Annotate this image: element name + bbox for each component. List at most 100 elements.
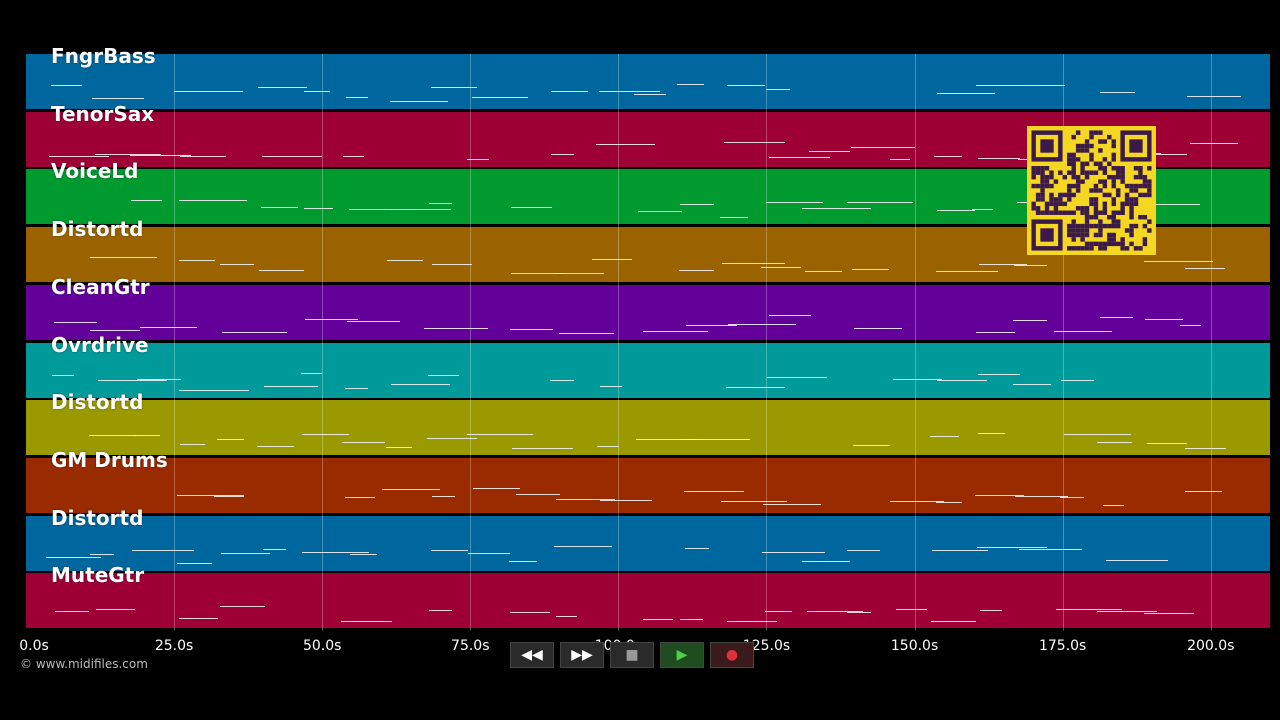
note-segment xyxy=(431,549,469,551)
note-segment xyxy=(54,611,89,613)
note-segment xyxy=(1100,317,1134,319)
note-segment xyxy=(550,154,575,156)
note-segment xyxy=(1180,324,1201,326)
note-segment xyxy=(89,553,114,555)
note-segment xyxy=(304,319,358,321)
track-label: VoiceLd xyxy=(51,159,139,184)
fast-forward-icon: ▶▶ xyxy=(571,647,593,663)
note-segment xyxy=(467,552,510,554)
note-segment xyxy=(261,206,298,208)
time-tick-label: 25.0s xyxy=(154,638,194,654)
note-segment xyxy=(1097,441,1132,443)
note-segment xyxy=(221,552,270,554)
note-segment xyxy=(95,154,162,156)
note-segment xyxy=(554,272,605,274)
note-segment xyxy=(301,551,370,553)
note-segment xyxy=(428,374,459,376)
transport-bar: ◀◀ ▶▶ ■ ▶ ● xyxy=(510,642,770,670)
note-segment xyxy=(638,211,682,213)
note-segment xyxy=(932,549,989,551)
note-segment xyxy=(853,327,902,329)
note-segment xyxy=(978,373,1020,375)
note-segment xyxy=(722,262,785,264)
note-segment xyxy=(347,320,400,322)
note-segment xyxy=(262,155,323,157)
note-segment xyxy=(427,438,478,440)
note-segment xyxy=(51,374,75,376)
note-segment xyxy=(808,150,851,152)
note-segment xyxy=(90,257,158,259)
fast-forward-button[interactable]: ▶▶ xyxy=(560,642,604,668)
note-segment xyxy=(46,556,102,558)
note-segment xyxy=(766,202,824,204)
track-lane: CleanGtr xyxy=(26,275,1270,340)
note-segment xyxy=(264,385,319,387)
note-segment xyxy=(890,500,945,502)
note-segment xyxy=(723,142,786,144)
note-segment xyxy=(976,331,1015,333)
note-segment xyxy=(889,158,911,160)
track-lane: FngrBass xyxy=(26,44,1270,109)
record-button[interactable]: ● xyxy=(710,642,754,668)
note-segment xyxy=(136,378,181,380)
note-segment xyxy=(344,496,376,498)
track-label: CleanGtr xyxy=(51,274,150,299)
time-tick-label: 175.0s xyxy=(1038,638,1087,654)
rewind-button[interactable]: ◀◀ xyxy=(510,642,554,668)
stop-button[interactable]: ■ xyxy=(610,642,654,668)
track-label: MuteGtr xyxy=(51,563,145,588)
note-segment xyxy=(802,560,850,562)
note-segment xyxy=(846,611,872,613)
note-segment xyxy=(304,208,334,210)
note-segment xyxy=(1146,443,1188,445)
note-segment xyxy=(1019,85,1065,87)
note-segment xyxy=(1097,611,1157,613)
note-segment xyxy=(550,91,589,93)
track-label: FngrBass xyxy=(51,44,156,68)
note-segment xyxy=(1099,92,1135,94)
play-button[interactable]: ▶ xyxy=(660,642,704,668)
note-segment xyxy=(933,155,962,157)
note-segment xyxy=(180,155,227,157)
note-segment xyxy=(472,97,528,99)
note-segment xyxy=(390,383,450,385)
note-segment xyxy=(262,549,286,551)
note-segment xyxy=(1144,260,1214,262)
note-segment xyxy=(510,206,552,208)
note-segment xyxy=(429,203,453,205)
note-segment xyxy=(555,499,615,501)
time-tick-label: 150.0s xyxy=(890,638,939,654)
note-segment xyxy=(768,156,830,158)
note-segment xyxy=(643,331,708,333)
track-lane: Ovrdrive xyxy=(26,333,1270,398)
time-gridline xyxy=(174,54,176,631)
time-gridline xyxy=(1062,54,1064,631)
note-segment xyxy=(929,435,959,437)
note-segment xyxy=(179,618,218,620)
note-segment xyxy=(1013,319,1048,321)
note-segment xyxy=(726,621,778,623)
note-segment xyxy=(592,259,633,261)
time-tick-label: 0.0s xyxy=(19,638,49,654)
note-segment xyxy=(678,270,715,272)
note-segment xyxy=(139,326,197,328)
note-segment xyxy=(766,377,827,379)
note-segment xyxy=(466,434,534,436)
note-segment xyxy=(806,610,863,612)
note-segment xyxy=(676,84,704,86)
note-segment xyxy=(979,263,1027,265)
note-segment xyxy=(179,260,215,262)
note-segment xyxy=(510,612,550,614)
note-segment xyxy=(472,488,520,490)
note-segment xyxy=(685,548,709,550)
note-segment xyxy=(978,158,1020,160)
note-segment xyxy=(342,441,386,443)
note-segment xyxy=(600,385,623,387)
note-segment xyxy=(131,549,194,551)
stop-icon: ■ xyxy=(625,647,639,663)
track-label: Distortd xyxy=(51,390,144,415)
note-segment xyxy=(431,87,477,89)
note-segment xyxy=(1060,496,1084,498)
note-segment xyxy=(937,209,976,211)
note-segment xyxy=(634,94,666,96)
